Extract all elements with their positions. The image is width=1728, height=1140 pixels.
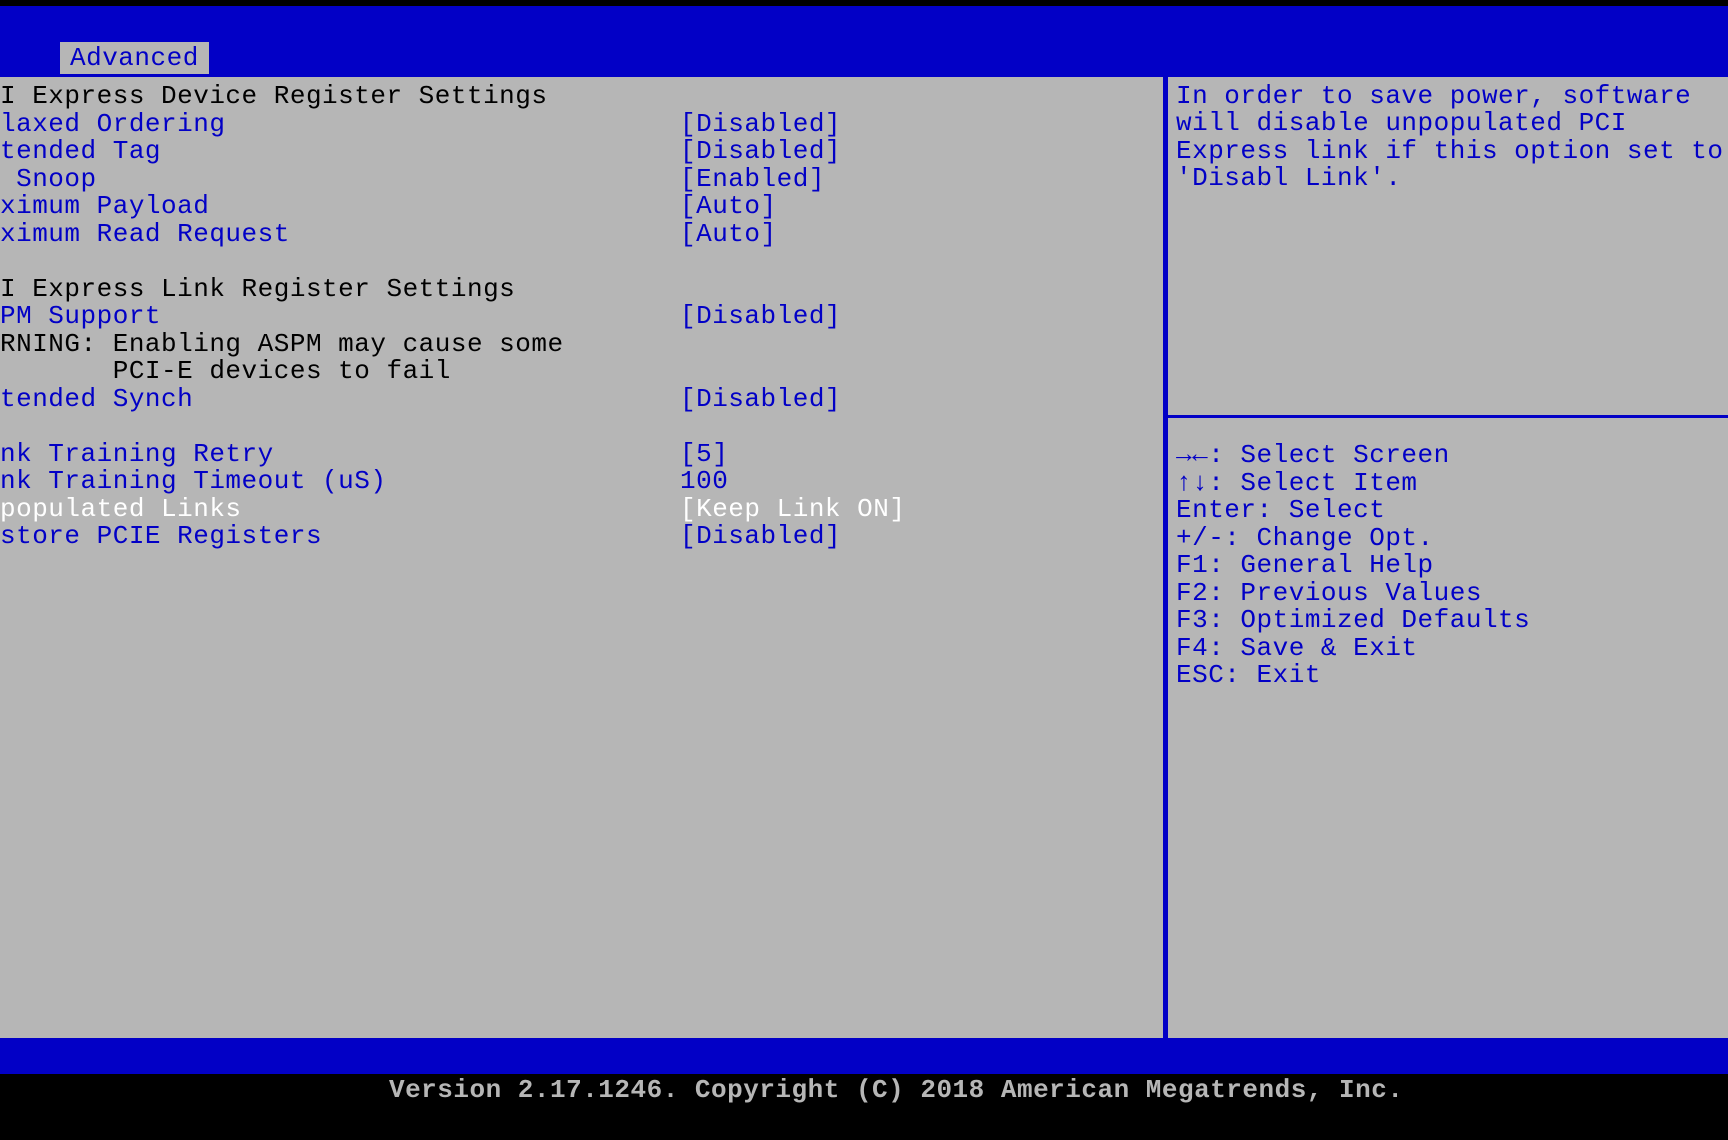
setting-row[interactable]: laxed Ordering[Disabled] [0, 111, 1163, 139]
setting-row-selected[interactable]: populated Links[Keep Link ON] [0, 496, 1163, 524]
setting-value: [Disabled] [680, 386, 1163, 414]
setting-row[interactable]: nk Training Timeout (uS)100 [0, 468, 1163, 496]
settings-pane[interactable]: I Express Device Register Settingslaxed … [0, 77, 1168, 1038]
title-bar: Aptio Setup Utility – Copyright (C) 2018… [0, 6, 1728, 39]
section-header: I Express Link Register Settings [0, 276, 1163, 304]
setting-value [680, 83, 1163, 111]
setting-value: [Disabled] [680, 523, 1163, 551]
setting-label: tended Tag [0, 138, 680, 166]
setting-label: I Express Link Register Settings [0, 276, 680, 304]
setting-label: ximum Read Request [0, 221, 680, 249]
setting-label: populated Links [0, 496, 680, 524]
setting-row[interactable]: ximum Payload[Auto] [0, 193, 1163, 221]
setting-label: tended Synch [0, 386, 680, 414]
tab-advanced[interactable]: Advanced [60, 42, 209, 74]
key-hint: →←: Select Screen [1176, 442, 1724, 470]
setting-row[interactable]: tended Tag[Disabled] [0, 138, 1163, 166]
setting-label: store PCIE Registers [0, 523, 680, 551]
row-spacer [0, 413, 1163, 441]
key-hint: +/-: Change Opt. [1176, 525, 1724, 553]
key-hint: Enter: Select [1176, 497, 1724, 525]
setting-label: laxed Ordering [0, 111, 680, 139]
setting-value [680, 276, 1163, 304]
key-hint: F1: General Help [1176, 552, 1724, 580]
key-hint: ↑↓: Select Item [1176, 470, 1724, 498]
bios-screen: Aptio Setup Utility – Copyright (C) 2018… [0, 6, 1728, 1074]
setting-label: PCI-E devices to fail [0, 358, 680, 386]
footer-bar: Version 2.17.1246. Copyright (C) 2018 Am… [0, 1041, 1728, 1074]
setting-label: Snoop [0, 166, 680, 194]
setting-label: nk Training Timeout (uS) [0, 468, 680, 496]
help-text: In order to save power, software will di… [1168, 77, 1728, 415]
setting-value: [Auto] [680, 193, 1163, 221]
key-hint: F2: Previous Values [1176, 580, 1724, 608]
setting-value [680, 331, 1163, 359]
setting-row[interactable]: store PCIE Registers[Disabled] [0, 523, 1163, 551]
setting-row[interactable]: nk Training Retry[5] [0, 441, 1163, 469]
setting-row[interactable]: ximum Read Request[Auto] [0, 221, 1163, 249]
setting-value: [5] [680, 441, 1163, 469]
key-hint: F3: Optimized Defaults [1176, 607, 1724, 635]
setting-label: RNING: Enabling ASPM may cause some [0, 331, 680, 359]
setting-row[interactable]: tended Synch[Disabled] [0, 386, 1163, 414]
setting-value: [Keep Link ON] [680, 496, 1163, 524]
setting-value: [Auto] [680, 221, 1163, 249]
setting-value: [Enabled] [680, 166, 1163, 194]
setting-value: [Disabled] [680, 138, 1163, 166]
warning-line: RNING: Enabling ASPM may cause some [0, 331, 1163, 359]
setting-row[interactable]: PM Support[Disabled] [0, 303, 1163, 331]
setting-label: PM Support [0, 303, 680, 331]
section-header: I Express Device Register Settings [0, 83, 1163, 111]
setting-label: ximum Payload [0, 193, 680, 221]
key-hint: ESC: Exit [1176, 662, 1724, 690]
tab-label: Advanced [70, 43, 199, 73]
setting-value [680, 358, 1163, 386]
body: I Express Device Register Settingslaxed … [0, 74, 1728, 1041]
setting-value: 100 [680, 468, 1163, 496]
warning-line: PCI-E devices to fail [0, 358, 1163, 386]
setting-label: nk Training Retry [0, 441, 680, 469]
row-spacer [0, 248, 1163, 276]
setting-label: I Express Device Register Settings [0, 83, 680, 111]
setting-value: [Disabled] [680, 111, 1163, 139]
info-pane: In order to save power, software will di… [1168, 77, 1728, 1038]
tab-strip: Advanced [0, 39, 1728, 74]
setting-value: [Disabled] [680, 303, 1163, 331]
key-legend: →←: Select Screen↑↓: Select ItemEnter: S… [1168, 418, 1728, 1038]
setting-row[interactable]: Snoop[Enabled] [0, 166, 1163, 194]
key-hint: F4: Save & Exit [1176, 635, 1724, 663]
